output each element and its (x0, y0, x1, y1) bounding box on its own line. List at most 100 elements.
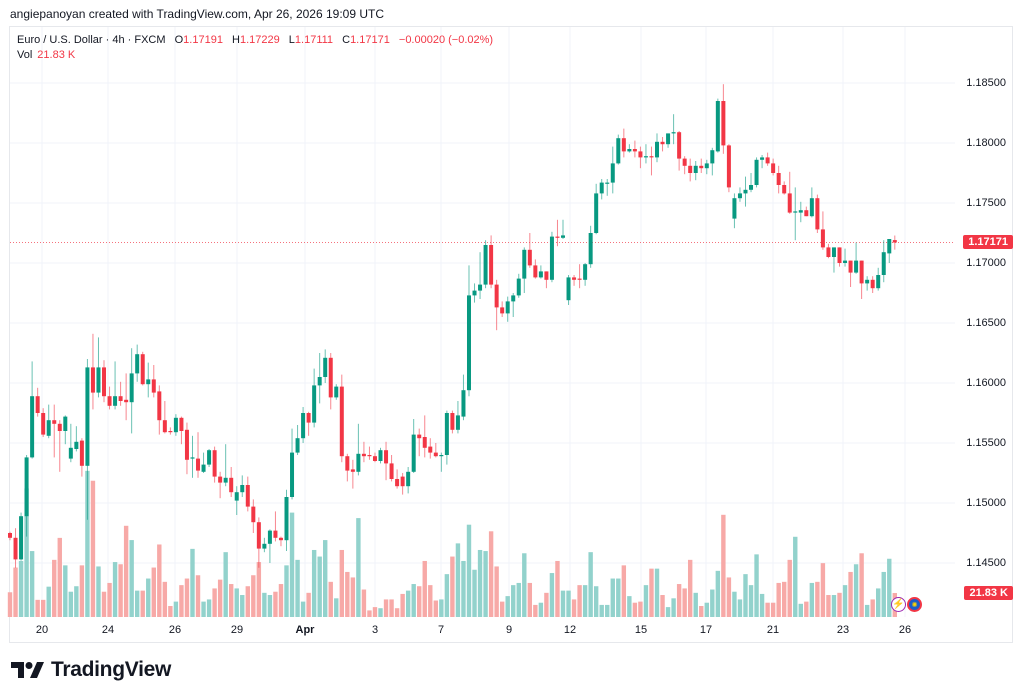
candle-body[interactable] (765, 157, 770, 164)
candle-body[interactable] (68, 447, 73, 459)
candle-body[interactable] (135, 354, 140, 374)
candle-body[interactable] (444, 413, 449, 455)
candle-body[interactable] (522, 249, 527, 279)
candle-body[interactable] (754, 159, 759, 185)
candle-body[interactable] (129, 373, 134, 403)
candle-body[interactable] (655, 141, 660, 158)
symbol-title[interactable]: Euro / U.S. Dollar · 4h · FXCM (17, 34, 166, 46)
tradingview-logo[interactable]: TradingView (11, 658, 171, 682)
candle-body[interactable] (798, 210, 803, 213)
candle-body[interactable] (234, 492, 239, 501)
candle-body[interactable] (267, 530, 272, 544)
candle-body[interactable] (63, 416, 68, 431)
candle-body[interactable] (544, 271, 549, 280)
candle-body[interactable] (561, 235, 565, 238)
candle-body[interactable] (538, 271, 543, 278)
candle-body[interactable] (190, 457, 195, 459)
candle-body[interactable] (505, 301, 510, 314)
candle-body[interactable] (826, 247, 831, 257)
candle-body[interactable] (151, 379, 156, 393)
candle-body[interactable] (439, 455, 444, 457)
candle-body[interactable] (489, 245, 494, 285)
candle-body[interactable] (566, 277, 571, 301)
candle-body[interactable] (35, 396, 40, 413)
candle-body[interactable] (450, 413, 455, 430)
candle-body[interactable] (229, 477, 234, 493)
candle-body[interactable] (621, 138, 626, 152)
candle-body[interactable] (24, 457, 29, 517)
candle-body[interactable] (256, 522, 261, 549)
lightning-icon[interactable]: ⚡ (891, 597, 906, 612)
candle-body[interactable] (400, 476, 405, 487)
candle-body[interactable] (865, 279, 870, 284)
candle-body[interactable] (892, 240, 897, 243)
candle-body[interactable] (699, 165, 704, 169)
candle-body[interactable] (162, 420, 167, 433)
candle-body[interactable] (218, 476, 223, 483)
candle-body[interactable] (395, 479, 400, 487)
candle-body[interactable] (102, 367, 107, 397)
candle-body[interactable] (881, 252, 886, 275)
candle-body[interactable] (577, 278, 582, 280)
candle-body[interactable] (212, 450, 217, 477)
candle-body[interactable] (41, 413, 46, 435)
candle-body[interactable] (179, 417, 184, 431)
candle-body[interactable] (79, 440, 84, 466)
candle-body[interactable] (251, 506, 256, 523)
candle-body[interactable] (500, 307, 505, 314)
candle-body[interactable] (90, 367, 95, 393)
candle-body[interactable] (417, 434, 422, 439)
candle-body[interactable] (317, 377, 322, 386)
candle-body[interactable] (328, 357, 333, 398)
candle-body[interactable] (572, 277, 577, 280)
candle-body[interactable] (820, 229, 825, 248)
candle-body[interactable] (743, 189, 748, 194)
candle-body[interactable] (859, 260, 864, 284)
candle-body[interactable] (848, 260, 853, 273)
candle-body[interactable] (594, 193, 599, 233)
candle-body[interactable] (339, 386, 344, 457)
candle-body[interactable] (588, 233, 593, 265)
candle-body[interactable] (549, 236, 554, 280)
candle-body[interactable] (671, 132, 676, 134)
candle-body[interactable] (85, 367, 90, 466)
candle-body[interactable] (494, 284, 499, 308)
candle-body[interactable] (721, 101, 726, 146)
candle-body[interactable] (693, 165, 698, 173)
candle-body[interactable] (245, 485, 250, 507)
candle-body[interactable] (831, 247, 836, 257)
candle-body[interactable] (666, 133, 671, 145)
candle-body[interactable] (406, 471, 411, 487)
candle-body[interactable] (361, 453, 366, 457)
candle-body[interactable] (57, 423, 62, 431)
candle-body[interactable] (483, 245, 488, 285)
candle-body[interactable] (384, 450, 389, 464)
candle-body[interactable] (173, 417, 178, 433)
candle-body[interactable] (124, 399, 129, 403)
candle-body[interactable] (511, 295, 516, 302)
candle-body[interactable] (367, 455, 372, 457)
candle-body[interactable] (472, 290, 477, 296)
candle-body[interactable] (196, 458, 201, 471)
candle-body[interactable] (428, 446, 433, 453)
candle-body[interactable] (583, 264, 588, 280)
candle-body[interactable] (46, 420, 51, 436)
candle-body[interactable] (461, 390, 466, 417)
candle-body[interactable] (52, 420, 57, 424)
candle-body[interactable] (843, 260, 848, 263)
candle-body[interactable] (793, 211, 798, 213)
candle-body[interactable] (627, 149, 632, 152)
candle-body[interactable] (516, 278, 521, 296)
candle-body[interactable] (643, 156, 648, 158)
candle-body[interactable] (312, 385, 317, 423)
candle-body[interactable] (710, 150, 715, 164)
candle-body[interactable] (278, 537, 283, 541)
candle-body[interactable] (682, 158, 687, 166)
candle-body[interactable] (870, 279, 875, 289)
candle-body[interactable] (809, 198, 814, 217)
candle-body[interactable] (599, 182, 604, 194)
candle-body[interactable] (555, 236, 560, 238)
candle-body[interactable] (389, 463, 394, 479)
candle-body[interactable] (737, 193, 742, 199)
